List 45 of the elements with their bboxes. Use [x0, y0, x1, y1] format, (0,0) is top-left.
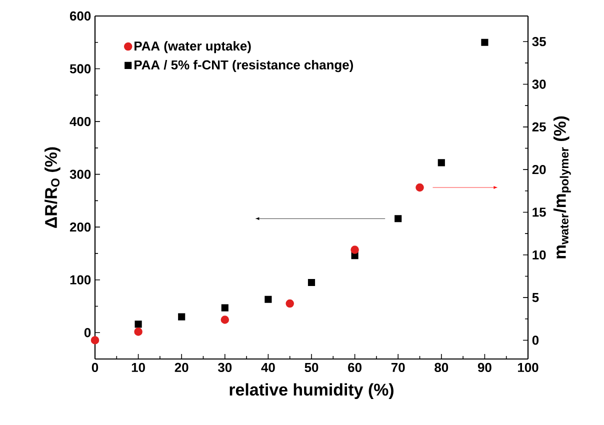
- y2-tick-label: 0: [532, 336, 539, 345]
- y2-tick-label: 20: [532, 164, 546, 174]
- y-tick-label: 600: [70, 11, 91, 21]
- point: [264, 296, 272, 303]
- y-tick-label: 500: [70, 64, 91, 74]
- x-tick-label: 40: [261, 362, 275, 372]
- point: [221, 304, 228, 312]
- y2-tick-label: 5: [532, 293, 539, 302]
- point: [394, 215, 402, 222]
- legend-label: PAA (water uptake): [134, 41, 251, 54]
- point: [416, 183, 424, 192]
- legend-label: PAA / 5% f-CNT (resistance change): [134, 60, 353, 72]
- point: [134, 320, 142, 328]
- point: [90, 336, 100, 344]
- y-axis-title: ΔR/R$_{O}$ (%): [44, 147, 60, 228]
- y2-tick-label: 15: [532, 208, 546, 217]
- x-tick-label: 10: [132, 362, 145, 372]
- point: [134, 328, 142, 336]
- y-tick-label: 100: [70, 275, 91, 284]
- y-tick-label: 200: [70, 222, 91, 232]
- x-tick-label: 100: [518, 362, 538, 372]
- point: [286, 299, 294, 308]
- x-tick-label: 90: [478, 362, 492, 372]
- y2-axis-title: m$_{water}$/m$_{polymer}$ (%): [553, 116, 571, 258]
- y2-tick-label: 10: [532, 250, 546, 260]
- x-tick-label: 0: [92, 362, 98, 372]
- x-tick-label: 60: [348, 362, 362, 372]
- point: [308, 278, 316, 286]
- point: [350, 246, 359, 254]
- x-axis-title: relative humidity (%): [230, 383, 394, 400]
- y2-tick-label: 25: [532, 122, 546, 132]
- y-tick-label: 0: [84, 328, 91, 338]
- y-tick-label: 300: [70, 170, 91, 179]
- point: [178, 313, 186, 320]
- x-tick-label: 80: [434, 362, 448, 372]
- y2-tick-label: 30: [532, 80, 546, 89]
- y2-tick-label: 35: [532, 36, 546, 46]
- y-tick-label: 400: [70, 116, 91, 126]
- x-tick-label: 20: [174, 362, 188, 372]
- x-tick-label: 70: [391, 362, 405, 372]
- x-tick-label: 30: [218, 362, 232, 372]
- x-tick-label: 50: [304, 362, 318, 372]
- point: [481, 38, 488, 46]
- point: [220, 316, 230, 324]
- point: [438, 159, 445, 166]
